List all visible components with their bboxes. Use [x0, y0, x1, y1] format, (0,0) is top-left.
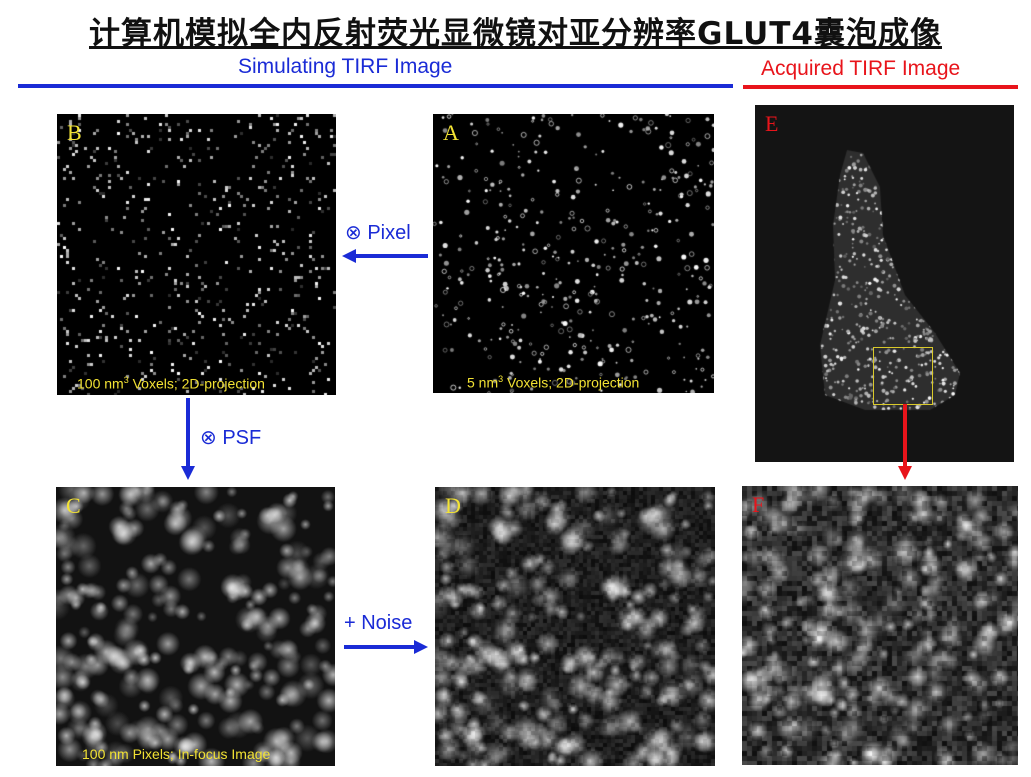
panel-c-caption: 100 nm Pixels; In-focus Image [82, 746, 271, 762]
panel-e-acquired-cell-image: E [755, 105, 1014, 462]
panel-c-canvas [56, 487, 335, 766]
panel-c-in-focus-image: C 100 nm Pixels; In-focus Image [56, 487, 335, 766]
panel-d-canvas [435, 487, 715, 766]
noise-arrow [344, 640, 428, 654]
acquired-section-label: Acquired TIRF Image [761, 57, 961, 80]
pixel-arrow [342, 249, 428, 263]
simulating-section-label: Simulating TIRF Image [238, 55, 453, 78]
panel-b-letter: B [67, 120, 82, 145]
panel-b-caption: 100 nm3 Voxels; 2D-projection [77, 375, 265, 392]
panel-a-voxel-image: A 5 nm3 Voxels; 2D-projection [433, 114, 714, 393]
noise-arrow-label: + Noise [344, 612, 413, 634]
panel-a-caption: 5 nm3 Voxels; 2D-projection [467, 374, 640, 391]
panel-d-noisy-image: D [435, 487, 715, 766]
simulating-section-rule [18, 84, 733, 88]
panel-b-canvas [57, 114, 336, 395]
acquired-section-rule [743, 85, 1018, 89]
panel-a-letter: A [443, 120, 459, 145]
panel-e-letter: E [765, 111, 779, 136]
panel-e-canvas [755, 105, 1014, 462]
pixel-arrow-label: ⊗ Pixel [345, 222, 411, 244]
panel-c-letter: C [66, 493, 81, 518]
roi-box [873, 347, 933, 405]
panel-f-canvas [742, 486, 1018, 765]
panel-f-zoomed-acquired-image: F [742, 486, 1018, 765]
panel-a-canvas [433, 114, 714, 393]
zoom-arrow [898, 404, 912, 480]
page-title: 计算机模拟全内反射荧光显微镜对亚分辨率GLUT4囊泡成像 [89, 16, 942, 52]
psf-arrow [181, 398, 195, 480]
panel-f-letter: F [752, 492, 765, 517]
psf-arrow-label: ⊗ PSF [200, 427, 262, 449]
panel-d-letter: D [445, 493, 461, 518]
panel-b-voxel-image: B 100 nm3 Voxels; 2D-projection [57, 114, 336, 395]
